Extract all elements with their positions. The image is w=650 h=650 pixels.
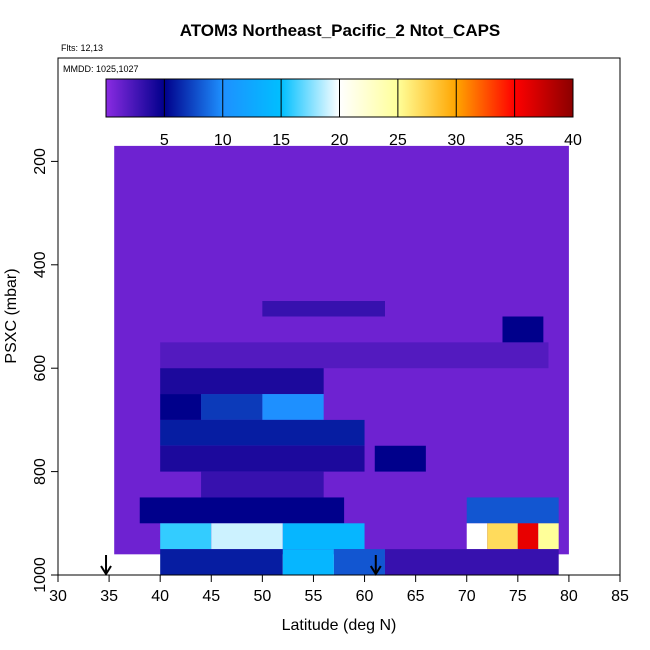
heat-cell — [374, 445, 426, 472]
colorbar: 5 10 15 20 25 30 35 40 — [105, 78, 582, 149]
heat-cell — [160, 445, 365, 472]
y-tick-label: 200 — [32, 148, 49, 175]
colorbar-tick-label: 40 — [564, 132, 582, 149]
colorbar-tick-label: 35 — [506, 132, 524, 149]
heat-cell — [466, 523, 488, 550]
heat-cell — [538, 523, 559, 550]
heat-cell — [139, 497, 345, 524]
x-tick-label: 65 — [407, 588, 425, 605]
heat-cell — [160, 549, 283, 575]
heat-cell — [160, 523, 212, 550]
chart-title: ATOM3 Northeast_Pacific_2 Ntot_CAPS — [180, 21, 501, 40]
heat-cell — [262, 394, 324, 420]
arrow-marker — [100, 555, 112, 576]
arrow-marker — [369, 555, 382, 576]
y-axis-label: PSXC (mbar) — [3, 268, 20, 363]
heat-cell — [201, 471, 324, 498]
x-tick-label: 70 — [458, 588, 476, 605]
x-tick-label: 55 — [305, 588, 323, 605]
x-tick-label: 75 — [509, 588, 527, 605]
x-tick-label: 60 — [356, 588, 374, 605]
heat-cell — [262, 300, 385, 317]
heat-cell — [201, 394, 263, 420]
date-note: MMDD: 1025,1027 — [63, 64, 139, 74]
heat-cell — [160, 342, 549, 369]
y-tick-label: 400 — [32, 251, 49, 278]
x-tick-label: 80 — [560, 588, 578, 605]
colorbar-tick-label: 5 — [160, 132, 169, 149]
y-tick-label: 800 — [32, 458, 49, 485]
x-tick-label: 85 — [611, 588, 629, 605]
heat-cell — [466, 497, 559, 524]
plot-frame — [57, 57, 621, 576]
arrow-head — [100, 565, 112, 576]
x-tick-label: 40 — [151, 588, 169, 605]
x-tick-label: 35 — [100, 588, 118, 605]
colorbar-tick-label: 10 — [214, 132, 232, 149]
heat-cell — [517, 523, 539, 550]
colorbar-tick-label: 20 — [331, 132, 349, 149]
x-tick-label: 45 — [202, 588, 220, 605]
heat-cell — [211, 523, 283, 550]
colorbar-tick-label: 25 — [389, 132, 407, 149]
heat-cell — [160, 394, 202, 420]
heat-cell — [282, 549, 334, 575]
heat-cell — [282, 523, 365, 550]
y-tick-label: 600 — [32, 355, 49, 382]
arrow-head — [369, 565, 382, 576]
colorbar-tick-label: 15 — [272, 132, 290, 149]
heat-cell — [384, 549, 559, 575]
x-axis-label: Latitude (deg N) — [282, 617, 397, 634]
heat-cell — [160, 368, 324, 395]
heat-cell — [487, 523, 518, 550]
heat-cell — [502, 316, 544, 343]
x-tick-label: 50 — [253, 588, 271, 605]
colorbar-tick-label: 30 — [447, 132, 465, 149]
y-tick-label: 1000 — [32, 557, 49, 593]
x-tick-label: 30 — [49, 588, 67, 605]
flights-note: Flts: 12,13 — [61, 43, 103, 53]
heat-cell — [160, 419, 365, 446]
